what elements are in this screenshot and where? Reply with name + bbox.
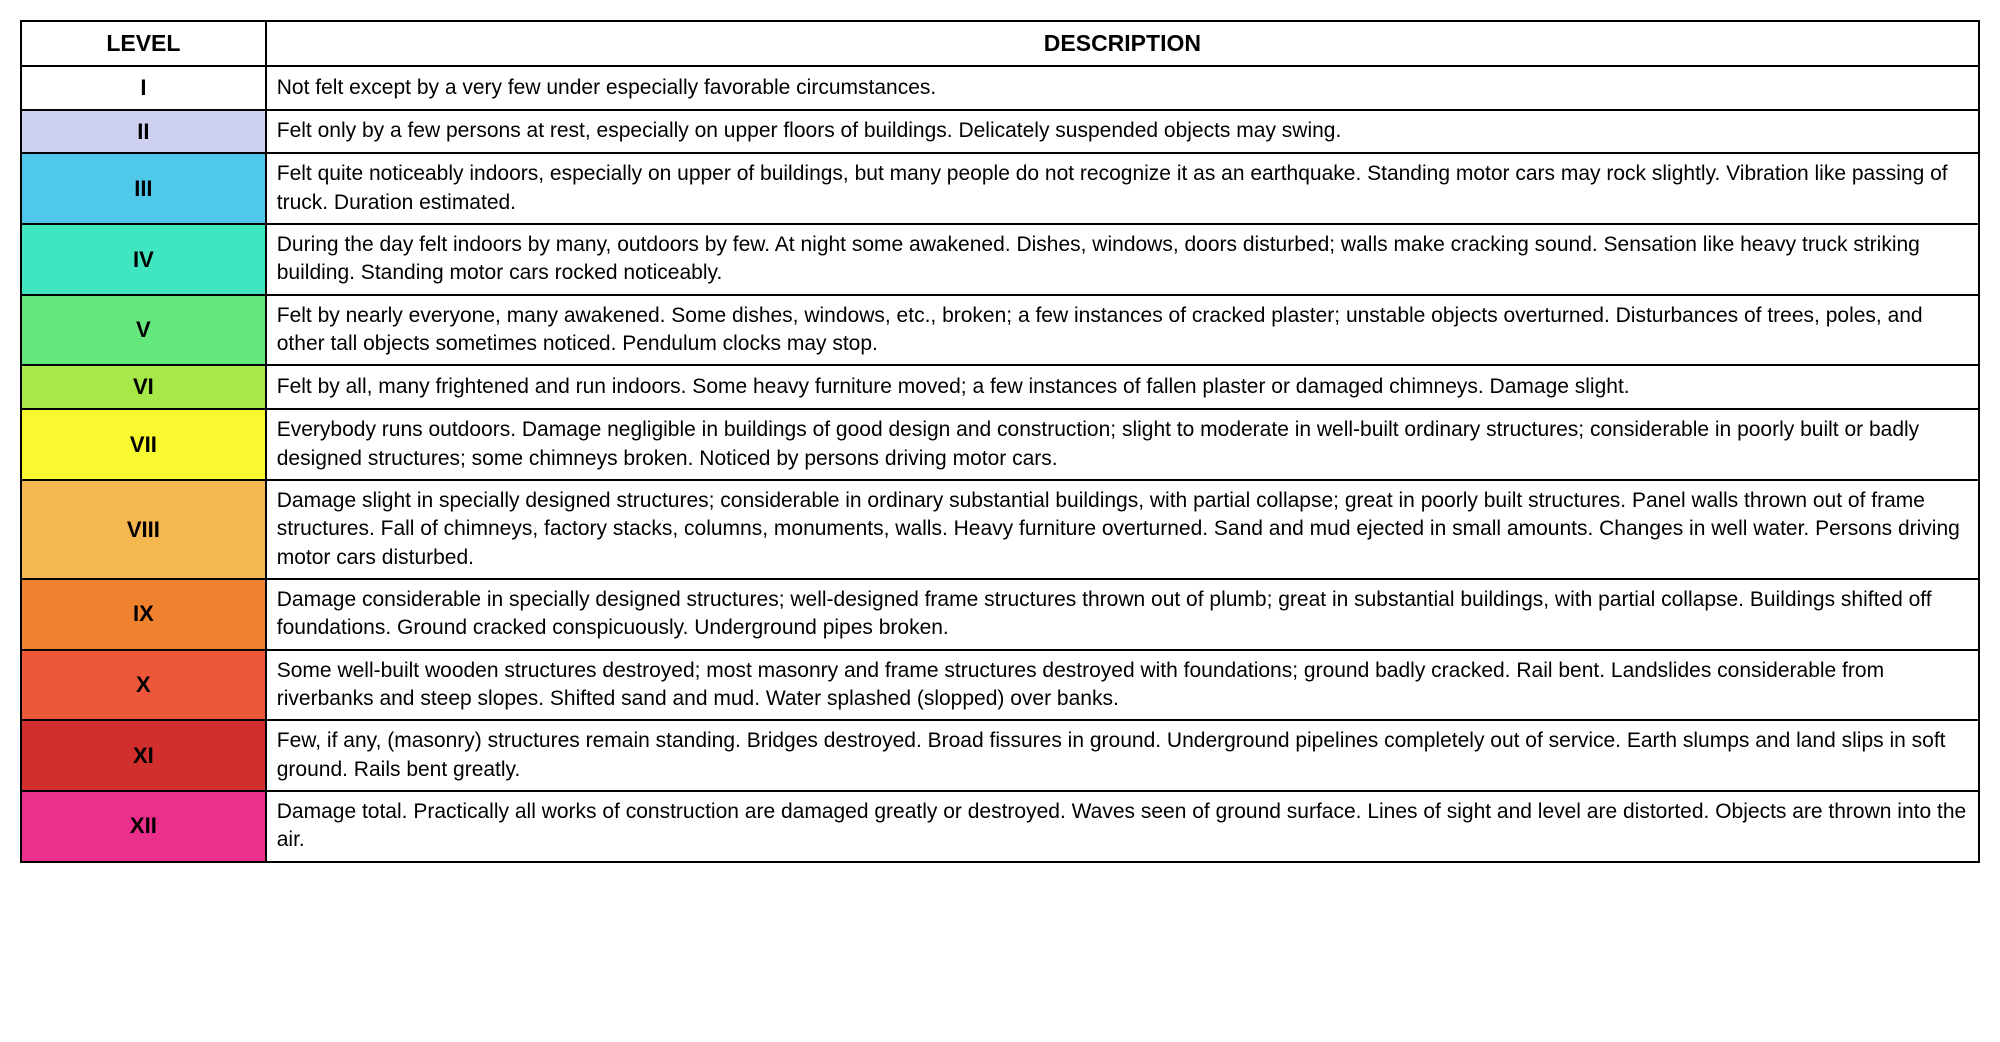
level-cell: VI <box>21 365 266 409</box>
header-level: LEVEL <box>21 21 266 66</box>
level-cell: V <box>21 295 266 366</box>
table-row: XIFew, if any, (masonry) structures rema… <box>21 720 1979 791</box>
level-cell: III <box>21 153 266 224</box>
intensity-scale-table: LEVEL DESCRIPTION INot felt except by a … <box>20 20 1980 863</box>
table-row: VIFelt by all, many frightened and run i… <box>21 365 1979 409</box>
description-cell: During the day felt indoors by many, out… <box>266 224 1979 295</box>
level-cell: VII <box>21 409 266 480</box>
description-cell: Felt quite noticeably indoors, especiall… <box>266 153 1979 224</box>
description-cell: Felt by nearly everyone, many awakened. … <box>266 295 1979 366</box>
table-row: IVDuring the day felt indoors by many, o… <box>21 224 1979 295</box>
description-cell: Few, if any, (masonry) structures remain… <box>266 720 1979 791</box>
description-cell: Felt only by a few persons at rest, espe… <box>266 110 1979 154</box>
table-row: VIIEverybody runs outdoors. Damage negli… <box>21 409 1979 480</box>
table-row: IXDamage considerable in specially desig… <box>21 579 1979 650</box>
header-description: DESCRIPTION <box>266 21 1979 66</box>
level-cell: VIII <box>21 480 266 579</box>
level-cell: XI <box>21 720 266 791</box>
description-cell: Not felt except by a very few under espe… <box>266 66 1979 110</box>
table-row: VIIIDamage slight in specially designed … <box>21 480 1979 579</box>
table-row: XIIDamage total. Practically all works o… <box>21 791 1979 862</box>
table-row: IIIFelt quite noticeably indoors, especi… <box>21 153 1979 224</box>
description-cell: Felt by all, many frightened and run ind… <box>266 365 1979 409</box>
table-row: INot felt except by a very few under esp… <box>21 66 1979 110</box>
header-row: LEVEL DESCRIPTION <box>21 21 1979 66</box>
description-cell: Damage total. Practically all works of c… <box>266 791 1979 862</box>
description-cell: Damage considerable in specially designe… <box>266 579 1979 650</box>
description-cell: Everybody runs outdoors. Damage negligib… <box>266 409 1979 480</box>
level-cell: I <box>21 66 266 110</box>
level-cell: X <box>21 650 266 721</box>
table-row: IIFelt only by a few persons at rest, es… <box>21 110 1979 154</box>
level-cell: XII <box>21 791 266 862</box>
table-row: VFelt by nearly everyone, many awakened.… <box>21 295 1979 366</box>
level-cell: II <box>21 110 266 154</box>
level-cell: IX <box>21 579 266 650</box>
table-row: XSome well-built wooden structures destr… <box>21 650 1979 721</box>
description-cell: Damage slight in specially designed stru… <box>266 480 1979 579</box>
level-cell: IV <box>21 224 266 295</box>
table-body: INot felt except by a very few under esp… <box>21 66 1979 862</box>
description-cell: Some well-built wooden structures destro… <box>266 650 1979 721</box>
